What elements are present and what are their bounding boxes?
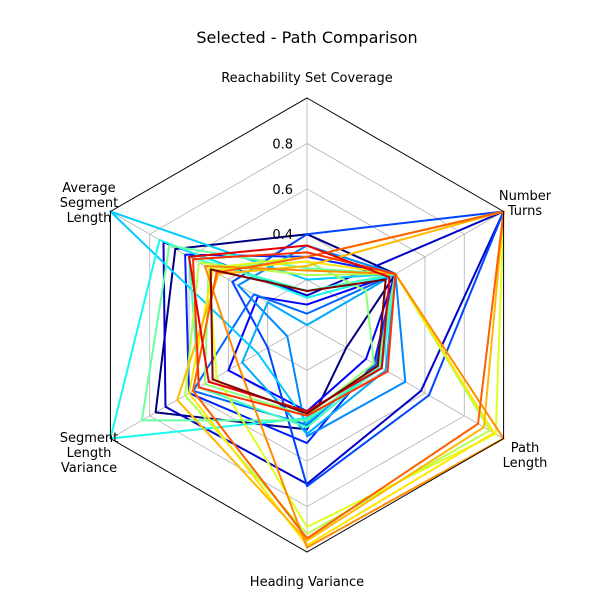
series-line [188, 244, 391, 413]
axis-label-line: Segment [60, 431, 119, 446]
axis-label-line: Length [503, 456, 548, 471]
axis-labels: Reachability Set Coverage Number Turns Path… [60, 71, 552, 590]
axis-label-line: Number [499, 189, 552, 204]
axis-label: Path Length [503, 441, 548, 471]
series-line [209, 268, 387, 415]
axis-label: Heading Variance [250, 575, 364, 590]
axis-label-line: Segment [60, 196, 119, 211]
radial-tick-label: 0.4 [272, 228, 293, 243]
axis-label: Average Segment Length [60, 181, 119, 226]
axis-label-line: Variance [61, 461, 117, 476]
axis-label-line: Heading Variance [250, 575, 364, 590]
axis-label-line: Length [67, 446, 112, 461]
radar-frame [109, 97, 505, 553]
radar-outer-frame [109, 97, 505, 553]
axis-label: Segment Length Variance [60, 431, 119, 476]
axis-label-line: Length [67, 211, 112, 226]
chart-title: Selected - Path Comparison [196, 28, 417, 47]
series-line [191, 272, 397, 426]
radial-tick-labels: 0.4 0.6 0.8 [272, 137, 293, 243]
radial-tick-label: 0.8 [272, 137, 293, 152]
axis-label-line: Path [511, 441, 540, 456]
axis-label: Reachability Set Coverage [221, 71, 393, 86]
axis-label-line: Average [62, 181, 115, 196]
axis-label-line: Turns [507, 204, 543, 219]
axis-label-line: Reachability Set Coverage [221, 71, 393, 86]
series-line [191, 251, 397, 417]
axis-label: Number Turns [499, 189, 552, 219]
radial-tick-label: 0.6 [272, 183, 293, 198]
